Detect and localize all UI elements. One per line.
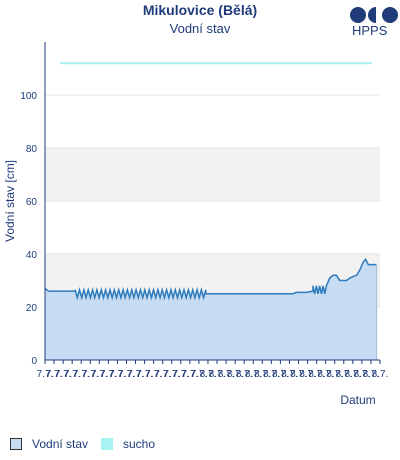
x-tick-label-34: 8.7. [344,369,361,380]
y-axis-label: Vodní stav [cm] [3,160,17,242]
x-tick-label-36: 8.7. [363,369,380,380]
x-tick-label-17: 7.7. [191,369,208,380]
x-tick-label-26: 8.7. [272,369,289,380]
x-tick-label-5: 7.7. [82,369,99,380]
x-axis-label: Datum [340,393,375,407]
y-tick-label-40: 40 [26,250,38,261]
series-line-vodni-stav [44,257,377,301]
x-tick-label-24: 8.7. [254,369,271,380]
legend-item-vodni-stav[interactable]: Vodní stav [10,437,88,451]
x-tick-label-18: 8.7. [200,369,217,380]
x-tick-label-23: 8.7. [245,369,262,380]
x-tick-label-19: 8.7. [209,369,226,380]
x-tick-label-10: 7.7. [127,369,144,380]
legend-item-sucho[interactable]: sucho [101,437,155,451]
x-tick-label-25: 8.7. [263,369,280,380]
series-area-vodni-stav [45,259,377,360]
x-tick-label-22: 8.7. [236,369,253,380]
x-tick-label-20: 8.7. [218,369,235,380]
legend-swatch-vodni-stav [10,438,22,450]
chart-title: Mikulovice (Bělá) [142,2,258,18]
x-tick-label-35: 8.7. [354,369,371,380]
x-tick-label-29: 8.7. [299,369,316,380]
y-tick-label-100: 100 [20,91,37,102]
x-tick-label-2: 7.7. [55,369,72,380]
chart-subtitle: Vodní stav [169,21,231,36]
y-tick-label-60: 60 [26,197,38,208]
x-tick-label-3: 7.7. [64,369,81,380]
x-tick-label-9: 7.7. [118,369,135,380]
logo-text: HPPS [352,23,388,38]
x-tick-label-30: 8.7. [308,369,325,380]
x-tick-label-11: 7.7. [136,369,153,380]
x-tick-label-21: 8.7. [227,369,244,380]
x-tick-label-13: 7.7. [154,369,171,380]
x-tick-label-14: 7.7. [163,369,180,380]
plot-band-1 [45,148,380,201]
x-tick-label-32: 8.7. [326,369,343,380]
x-tick-label-4: 7.7. [73,369,90,380]
x-tick-label-16: 7.7. [182,369,199,380]
x-tick-label-27: 8.7. [281,369,298,380]
y-tick-label-20: 20 [26,303,38,314]
x-tick-label-1: 7.7. [46,369,63,380]
y-tick-label-0: 0 [31,356,37,367]
x-tick-label-12: 7.7. [145,369,162,380]
x-tick-label-37: 8.7. [372,369,389,380]
x-tick-label-33: 8.7. [335,369,352,380]
hpps-logo-icon [350,7,398,23]
y-tick-label-80: 80 [26,144,38,155]
x-tick-label-0: 7.7. [37,369,54,380]
x-tick-label-31: 8.7. [317,369,334,380]
x-tick-label-7: 7.7. [100,369,117,380]
legend-label-vodni-stav: Vodní stav [32,437,89,451]
legend-swatch-sucho [101,438,113,450]
x-tick-label-15: 7.7. [172,369,189,380]
x-tick-label-6: 7.7. [91,369,108,380]
x-tick-label-8: 7.7. [109,369,126,380]
x-tick-label-28: 8.7. [290,369,307,380]
legend-label-sucho: sucho [123,437,156,451]
